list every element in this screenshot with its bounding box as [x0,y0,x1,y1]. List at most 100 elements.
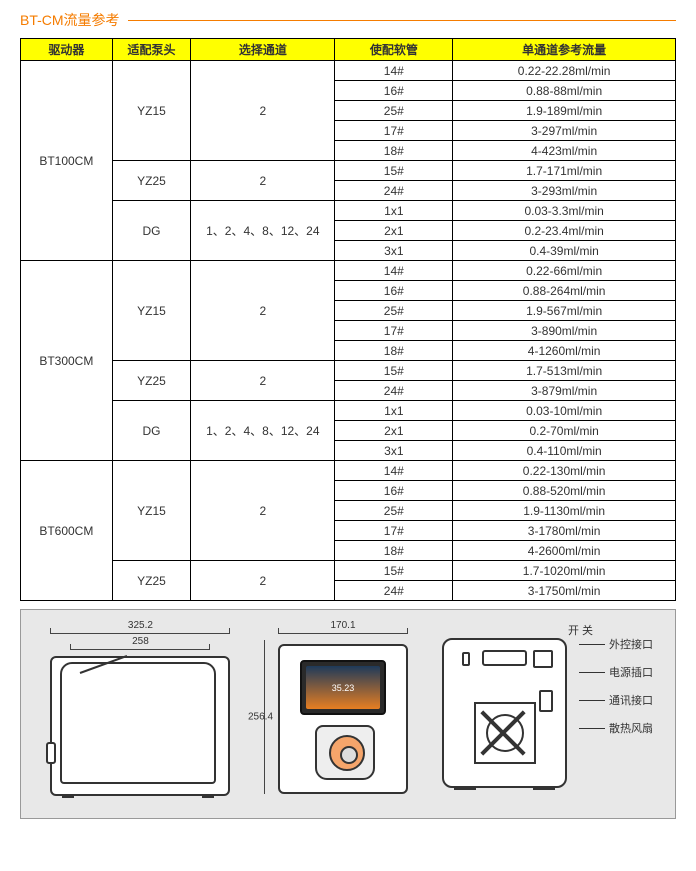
tube-cell: 25# [335,501,453,521]
flow-cell: 1.9-567ml/min [453,301,676,321]
pump-head-cell: YZ15 [112,461,191,561]
tube-cell: 24# [335,581,453,601]
tube-cell: 1x1 [335,201,453,221]
flow-cell: 0.22-66ml/min [453,261,676,281]
flow-cell: 3-1780ml/min [453,521,676,541]
header-tube: 使配软管 [335,39,453,61]
tube-cell: 18# [335,541,453,561]
tube-cell: 15# [335,561,453,581]
flow-cell: 0.03-10ml/min [453,401,676,421]
table-row: DG1、2、4、8、12、241x10.03-3.3ml/min [21,201,676,221]
tube-cell: 18# [335,341,453,361]
flow-cell: 1.9-1130ml/min [453,501,676,521]
tube-cell: 25# [335,101,453,121]
label-fan: 散热风扇 [609,720,653,736]
flow-cell: 1.9-189ml/min [453,101,676,121]
flow-cell: 3-293ml/min [453,181,676,201]
table-row: BT300CMYZ15214#0.22-66ml/min [21,261,676,281]
tube-cell: 17# [335,121,453,141]
tube-cell: 14# [335,61,453,81]
tube-cell: 25# [335,301,453,321]
flow-cell: 1.7-513ml/min [453,361,676,381]
channel-cell: 2 [191,361,335,401]
tube-cell: 15# [335,161,453,181]
tube-cell: 14# [335,461,453,481]
flow-cell: 3-1750ml/min [453,581,676,601]
section-title: BT-CM流量参考 [20,10,676,30]
pump-head-cell: YZ25 [112,361,191,401]
dim-side-inner: 258 [70,636,210,650]
table-row: YZ25215#1.7-513ml/min [21,361,676,381]
device-screen: 35.23 [306,666,380,709]
flow-cell: 0.22-22.28ml/min [453,61,676,81]
flow-cell: 0.4-110ml/min [453,441,676,461]
pump-head-cell: DG [112,401,191,461]
device-back-view [442,638,567,788]
flow-cell: 4-1260ml/min [453,341,676,361]
channel-cell: 1、2、4、8、12、24 [191,401,335,461]
flow-cell: 3-890ml/min [453,321,676,341]
table-header: 驱动器 适配泵头 选择通道 使配软管 单通道参考流量 [21,39,676,61]
tube-cell: 17# [335,321,453,341]
tube-cell: 18# [335,141,453,161]
label-power: 电源插口 [609,664,653,680]
flow-cell: 0.88-88ml/min [453,81,676,101]
flow-cell: 0.03-3.3ml/min [453,201,676,221]
table-row: BT100CMYZ15214#0.22-22.28ml/min [21,61,676,81]
channel-cell: 2 [191,161,335,201]
device-front-view: 35.23 [278,644,408,794]
table-row: YZ25215#1.7-1020ml/min [21,561,676,581]
labels-column: 外控接口 电源插口 通讯接口 散热风扇 [579,636,665,748]
dim-front-height: 256.4 [248,712,273,723]
tube-cell: 2x1 [335,421,453,441]
driver-cell: BT600CM [21,461,113,601]
title-divider [128,20,676,21]
header-driver: 驱动器 [21,39,113,61]
channel-cell: 2 [191,261,335,361]
dimension-diagram: 325.2 258 170.1 256.4 35.23 [20,609,676,819]
tube-cell: 17# [335,521,453,541]
channel-cell: 2 [191,61,335,161]
pump-head-cell: YZ25 [112,161,191,201]
table-row: DG1、2、4、8、12、241x10.03-10ml/min [21,401,676,421]
label-ext: 外控接口 [609,636,653,652]
flow-cell: 1.7-1020ml/min [453,561,676,581]
tube-cell: 16# [335,81,453,101]
tube-cell: 16# [335,481,453,501]
pump-head-cell: DG [112,201,191,261]
pump-head-cell: YZ15 [112,261,191,361]
tube-cell: 24# [335,381,453,401]
flow-cell: 4-2600ml/min [453,541,676,561]
tube-cell: 3x1 [335,241,453,261]
tube-cell: 3x1 [335,441,453,461]
tube-cell: 1x1 [335,401,453,421]
table-row: YZ25215#1.7-171ml/min [21,161,676,181]
driver-cell: BT100CM [21,61,113,261]
channel-cell: 1、2、4、8、12、24 [191,201,335,261]
flow-cell: 3-297ml/min [453,121,676,141]
flow-cell: 0.2-23.4ml/min [453,221,676,241]
driver-cell: BT300CM [21,261,113,461]
channel-cell: 2 [191,561,335,601]
tube-cell: 24# [335,181,453,201]
table-body: BT100CMYZ15214#0.22-22.28ml/min16#0.88-8… [21,61,676,601]
header-flow: 单通道参考流量 [453,39,676,61]
flow-reference-table: 驱动器 适配泵头 选择通道 使配软管 单通道参考流量 BT100CMYZ1521… [20,38,676,601]
flow-cell: 0.88-520ml/min [453,481,676,501]
tube-cell: 16# [335,281,453,301]
device-side-view [50,656,230,796]
flow-cell: 0.22-130ml/min [453,461,676,481]
channel-cell: 2 [191,461,335,561]
tube-cell: 14# [335,261,453,281]
dim-side-outer: 325.2 [50,620,230,634]
label-comm: 通讯接口 [609,692,653,708]
tube-cell: 15# [335,361,453,381]
tube-cell: 2x1 [335,221,453,241]
pump-head-cell: YZ25 [112,561,191,601]
header-pump: 适配泵头 [112,39,191,61]
flow-cell: 3-879ml/min [453,381,676,401]
flow-cell: 0.88-264ml/min [453,281,676,301]
flow-cell: 0.2-70ml/min [453,421,676,441]
header-channel: 选择通道 [191,39,335,61]
flow-cell: 4-423ml/min [453,141,676,161]
